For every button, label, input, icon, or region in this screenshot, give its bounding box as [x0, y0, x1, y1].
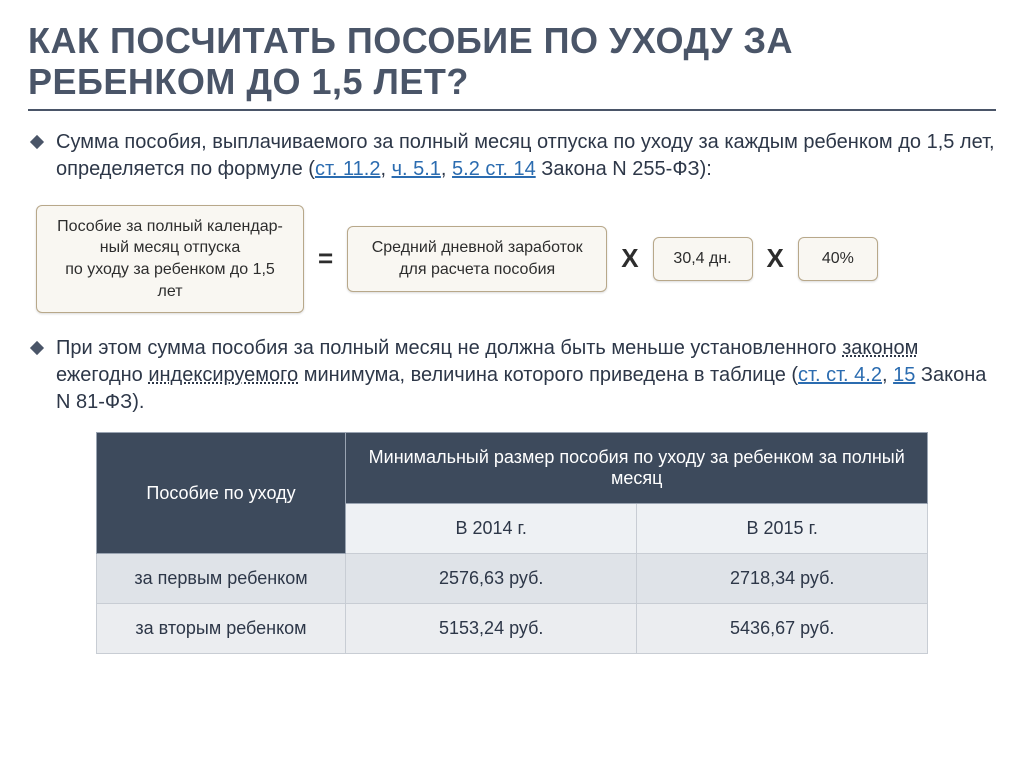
- law-link-15[interactable]: 15: [893, 364, 915, 386]
- table-row-label-2: за вторым ребенком: [96, 604, 345, 654]
- table-cell-1-2014: 2576,63 руб.: [346, 554, 637, 604]
- min-text-2: ежегодно: [56, 364, 148, 386]
- law-link-5-2-14[interactable]: 5.2 ст. 14: [452, 158, 536, 180]
- intro-sep-1: ,: [380, 158, 391, 180]
- table-head-left: Пособие по уходу: [96, 433, 345, 554]
- table-cell-1-2015: 2718,34 руб.: [637, 554, 928, 604]
- formula: Пособие за полный календар-ный месяц отп…: [36, 205, 988, 313]
- intro-text-2: Закона N 255-ФЗ):: [536, 158, 712, 180]
- intro-paragraph: Сумма пособия, выплачиваемого за полный …: [28, 129, 996, 183]
- table-year-2015: В 2015 г.: [637, 504, 928, 554]
- table-cell-2-2015: 5436,67 руб.: [637, 604, 928, 654]
- table-head-right: Минимальный размер пособия по уходу за р…: [346, 433, 928, 504]
- formula-box-percent: 40%: [798, 237, 878, 281]
- times-sign-1: Х: [619, 243, 640, 274]
- intro-sep-2: ,: [441, 158, 452, 180]
- law-dashed-1[interactable]: законом: [842, 337, 918, 359]
- equals-sign: =: [316, 243, 335, 274]
- table-cell-2-2014: 5153,24 руб.: [346, 604, 637, 654]
- minimum-table: Пособие по уходу Минимальный размер посо…: [96, 432, 928, 654]
- formula-box-avg-daily: Средний дневной заработокдля расчета пос…: [347, 226, 607, 291]
- indexed-dashed[interactable]: индексируемого: [148, 364, 298, 386]
- formula-box-result: Пособие за полный календар-ный месяц отп…: [36, 205, 304, 313]
- page-title: КАК ПОСЧИТАТЬ ПОСОБИЕ ПО УХОДУ ЗА РЕБЕНК…: [28, 20, 996, 111]
- table-year-2014: В 2014 г.: [346, 504, 637, 554]
- minimum-paragraph: При этом сумма пособия за полный месяц н…: [28, 335, 996, 416]
- law-link-5-1[interactable]: ч. 5.1: [392, 158, 441, 180]
- formula-box-days: 30,4 дн.: [653, 237, 753, 281]
- table-row: за первым ребенком 2576,63 руб. 2718,34 …: [96, 554, 927, 604]
- min-text-3: минимума, величина которого приведена в …: [298, 364, 798, 386]
- min-text-1: При этом сумма пособия за полный месяц н…: [56, 337, 842, 359]
- law-link-4-2[interactable]: ст. ст. 4.2: [798, 364, 882, 386]
- table-header-row: Пособие по уходу Минимальный размер посо…: [96, 433, 927, 504]
- table-row-label-1: за первым ребенком: [96, 554, 345, 604]
- law-link-11-2[interactable]: ст. 11.2: [315, 158, 381, 180]
- table-row: за вторым ребенком 5153,24 руб. 5436,67 …: [96, 604, 927, 654]
- times-sign-2: Х: [765, 243, 786, 274]
- min-sep: ,: [882, 364, 893, 386]
